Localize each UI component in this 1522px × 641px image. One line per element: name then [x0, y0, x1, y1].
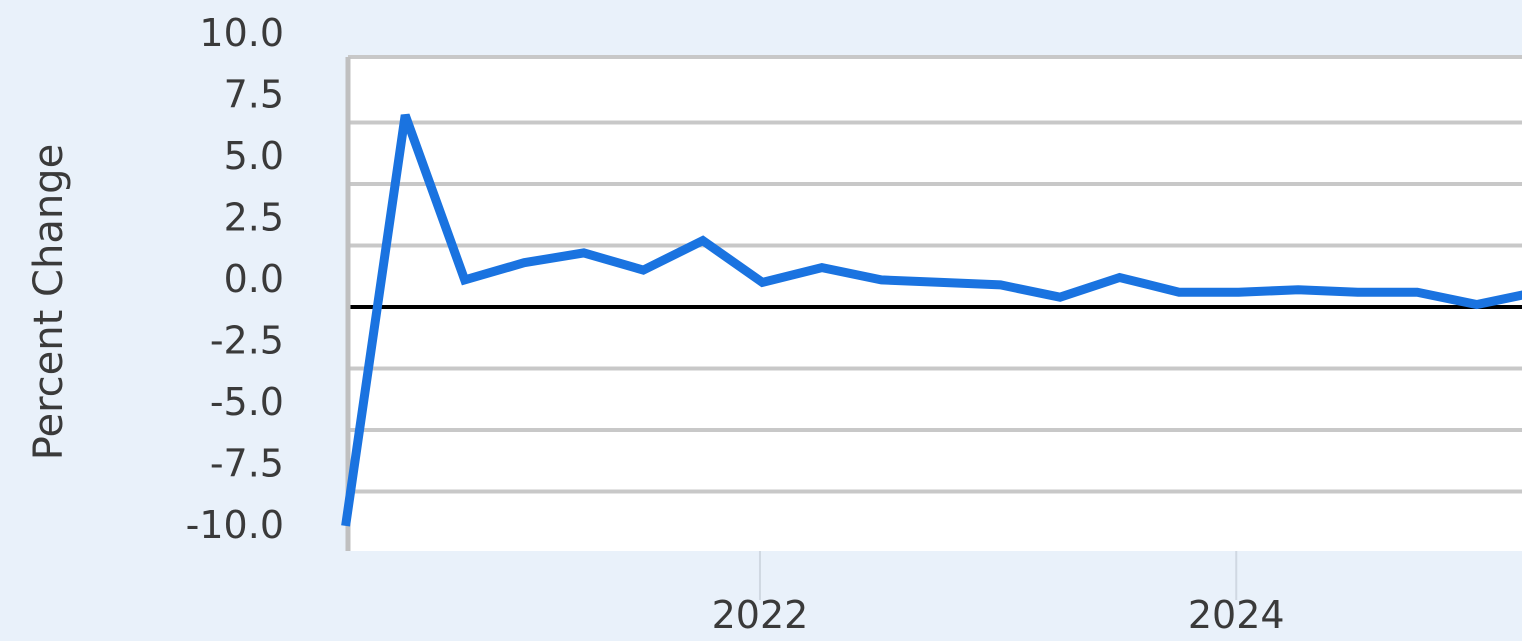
x-tick-label: 2022 — [712, 593, 809, 637]
y-tick-label: -2.5 — [210, 319, 284, 363]
y-tick-label: -10.0 — [186, 503, 284, 547]
y-tick-label: 5.0 — [224, 134, 284, 178]
y-axis-title: Percent Change — [26, 144, 72, 460]
x-axis-ticks: 2022 2024 — [712, 593, 1285, 637]
x-tick-label: 2024 — [1188, 593, 1285, 637]
y-tick-label: 2.5 — [224, 196, 284, 240]
y-tick-label: -5.0 — [210, 380, 284, 424]
series-group — [341, 113, 1522, 527]
x-grid-lines — [758, 551, 1238, 600]
y-tick-label: 0.0 — [224, 257, 284, 301]
y-axis-ticks: 10.0 7.5 5.0 2.5 0.0 -2.5 -5.0 -7.5 -10.0 — [186, 11, 284, 547]
y-tick-label: 10.0 — [199, 11, 284, 55]
plot-area — [348, 57, 1522, 551]
y-tick-label: -7.5 — [210, 442, 284, 486]
y-tick-label: 7.5 — [224, 73, 284, 117]
